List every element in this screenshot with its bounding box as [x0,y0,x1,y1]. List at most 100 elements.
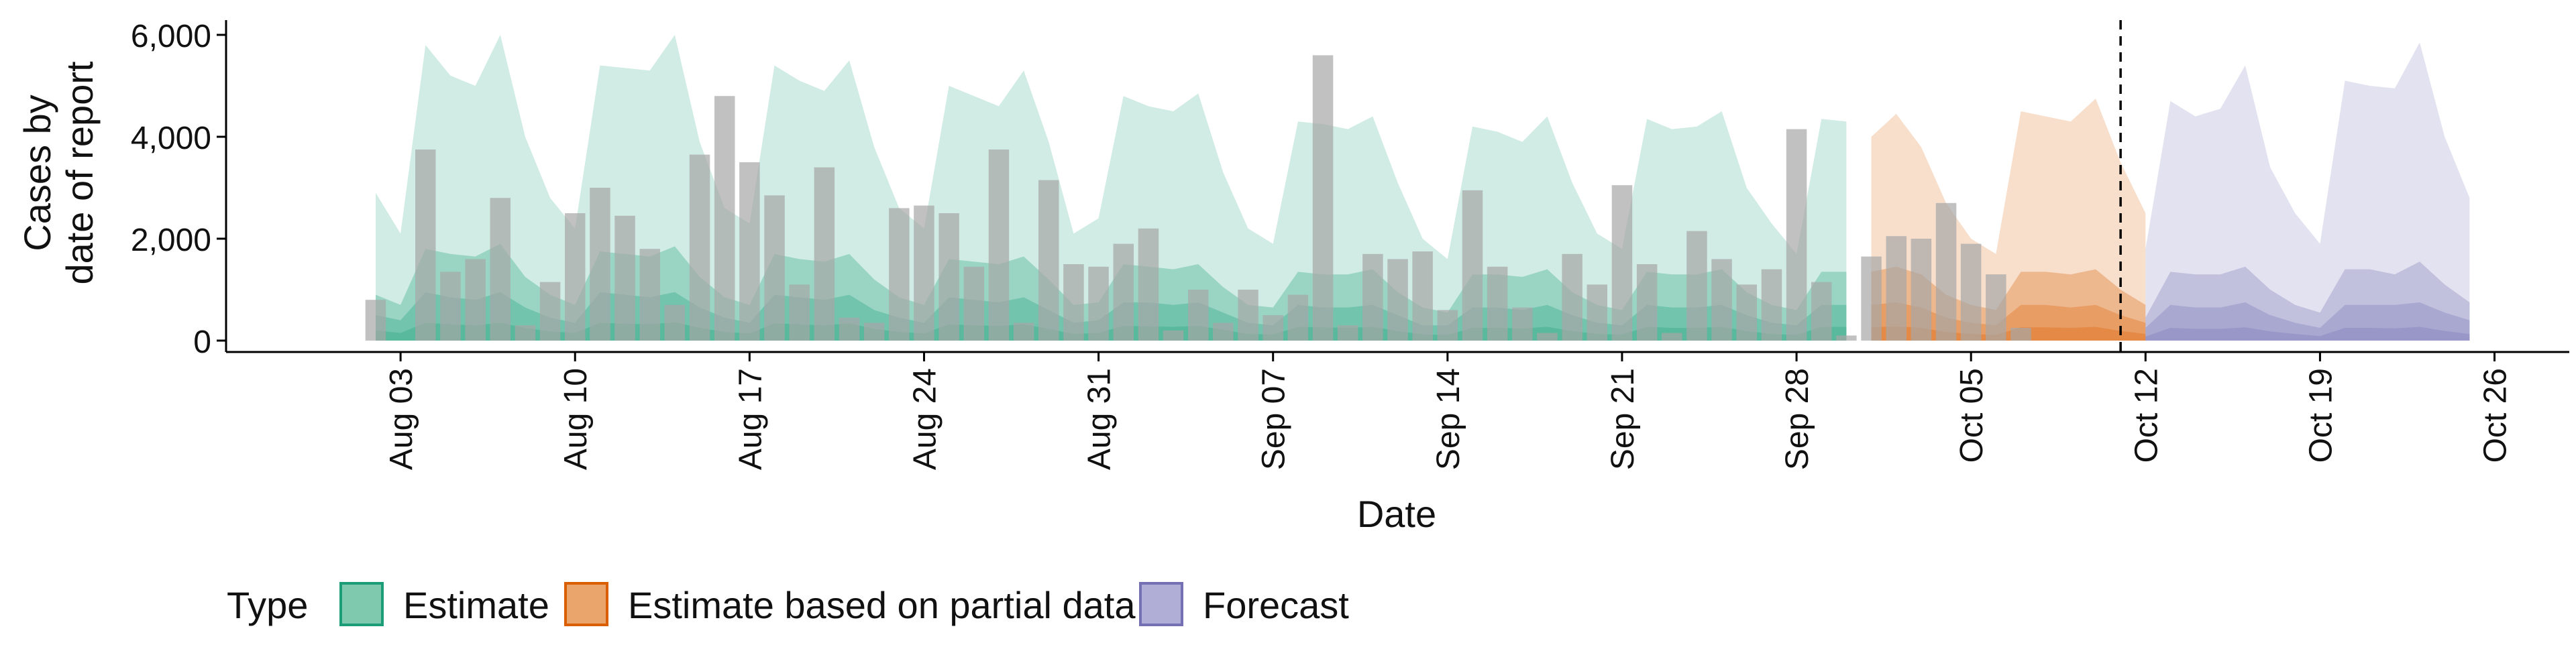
forecast-band-median [2145,302,2470,341]
reported-cases-bar [1163,330,1184,341]
y-axis-title-line-2: date of report [58,61,101,285]
x-ticks: Aug 03 Aug 10 Aug 17 Aug 24 Aug 31 Sep 07 Sep … [384,352,2514,470]
reported-cases-bar [1662,333,1682,341]
reported-cases-bar [1337,325,1358,341]
reported-cases-bar [1238,290,1258,341]
reported-cases-bar [1711,259,1732,341]
reported-cases-bar [1113,243,1134,341]
legend-key [339,582,384,626]
reported-cases-bar [1537,333,1558,341]
reported-cases-bars [365,55,2031,341]
forecast-band-50 [2145,261,2470,341]
y-axis-title-line-1: Cases by [16,95,58,251]
y-tick-label: 4,000 [131,121,211,156]
reported-cases-bar [1362,253,1383,341]
x-tick-label: Aug 10 [558,368,594,470]
reported-cases-bar [1487,266,1508,341]
x-tick-label: Aug 17 [733,368,768,470]
reported-cases-bar [2010,328,2031,341]
reported-cases-bar [1562,253,1582,341]
x-tick-label: Aug 03 [384,368,419,470]
x-tick-label: Oct 19 [2303,368,2339,463]
reported-cases-bar [1986,274,2006,341]
x-axis-title: Date [1357,493,1436,535]
legend-title: Type [227,584,308,626]
reported-cases-bar [1088,266,1109,341]
reported-cases-bar [1213,322,1234,341]
reported-cases-bar [789,284,810,341]
reported-cases-bar [1587,284,1607,341]
x-tick-label: Aug 31 [1082,368,1118,470]
reported-cases-bar [539,282,561,341]
reported-cases-bar [465,259,486,341]
reported-cases-bar [440,272,461,341]
reported-cases-bar [1960,243,1982,341]
reported-cases-bar [1138,228,1159,341]
reported-cases-bar [689,154,710,341]
reported-cases-bar [565,213,586,341]
legend-label: Forecast [1203,584,1349,626]
reported-cases-bar [1611,185,1633,341]
legend-label: Estimate [403,584,549,626]
forecast-band-20 [2145,327,2470,341]
axes [225,20,2569,353]
reported-cases-bar [1512,307,1533,341]
x-tick-label: Oct 05 [1954,368,1990,463]
reported-cases-bar [515,325,536,341]
legend-label: Estimate based on partial data [628,584,1136,626]
reported-cases-bar [1063,264,1084,341]
legend-key [1139,582,1183,626]
reported-cases-bar [1636,264,1658,341]
reported-cases-bar [1811,282,1832,341]
reported-cases-bar [1761,269,1782,341]
y-tick-label: 6,000 [131,19,211,54]
forecast-band-90 [2145,42,2470,341]
reported-cases-bar [739,162,760,341]
reported-cases-bar [1911,239,1932,341]
reported-cases-bar [415,150,436,341]
reported-cases-bar [914,205,934,341]
reported-cases-bar [1038,180,1059,341]
legend-key [564,582,608,626]
reported-cases-bar [365,300,386,341]
reported-cases-bar [1886,236,1907,341]
reported-cases-bar [1836,335,1857,341]
reported-cases-bar [664,304,686,341]
reported-cases-bar [1935,202,1957,341]
reported-cases-bar [1412,251,1433,341]
reported-cases-bar [814,167,835,341]
y-tick-label: 0 [193,325,211,360]
reported-cases-bar [1686,231,1707,341]
x-tick-label: Sep 14 [1431,368,1466,470]
y-ticks: 0 2,000 4,000 6,000 [131,19,226,360]
reported-cases-bar [590,188,610,341]
reported-cases-bar [1387,259,1408,341]
reported-cases-bar [1013,322,1034,341]
y-tick-label: 2,000 [131,223,211,258]
x-tick-label: Oct 26 [2478,368,2514,463]
reported-cases-bar [490,198,511,341]
legend: Type Estimate Estimate based on partial d… [227,582,1349,626]
series-forecast [2145,42,2470,341]
reported-cases-bar [1462,190,1483,341]
reported-cases-bar [1736,284,1757,341]
reported-cases-bar [839,317,860,341]
reported-cases-bar [1861,256,1882,341]
reported-cases-bar [764,195,785,341]
reported-cases-bar [938,213,959,341]
x-tick-label: Sep 21 [1605,368,1641,470]
reported-cases-bar [988,150,1010,341]
reported-cases-bar [863,322,885,341]
x-tick-label: Sep 28 [1780,368,1815,470]
reported-cases-bar [1786,129,1807,341]
reported-cases-bar [1312,55,1334,341]
reported-cases-bar [963,266,985,341]
x-tick-label: Oct 12 [2129,368,2164,463]
reported-cases-bar [1263,315,1283,341]
reported-cases-bar [714,96,735,341]
reported-cases-bar [1188,290,1209,341]
reported-cases-bar [614,215,635,341]
reported-cases-bar [639,249,660,341]
